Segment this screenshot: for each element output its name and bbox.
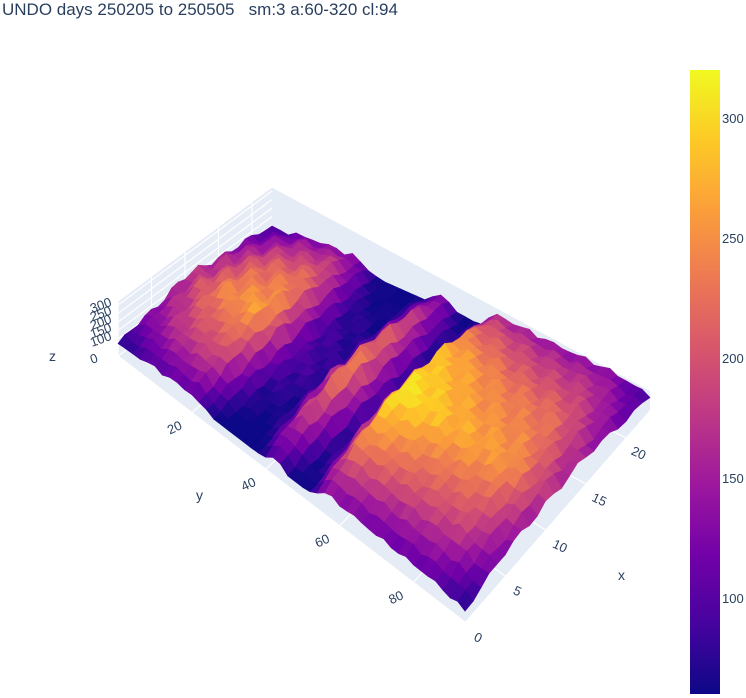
z-tick-label: 0: [88, 350, 100, 367]
surface-cell: [457, 589, 474, 612]
back-grid-z: [117, 207, 273, 323]
back-grid-z: [117, 190, 273, 306]
colorbar-tick-label: 100: [722, 591, 744, 606]
y-tick-label: 20: [165, 418, 184, 438]
colorbar-tick-label: 200: [722, 351, 744, 366]
z-tick-label: 250: [88, 303, 114, 325]
colorbar-tick-label: 250: [722, 231, 744, 246]
surface-mesh[interactable]: [117, 225, 651, 612]
y-tick-label: 60: [312, 531, 331, 551]
chart-title: UNDO days 250205 to 250505 sm:3 a:60-320…: [2, 0, 398, 19]
x-tick-label: 15: [590, 490, 609, 510]
x-axis-title: x: [618, 567, 625, 583]
x-tick-label: 5: [511, 583, 524, 600]
colorbar-tick-label: 150: [722, 471, 744, 486]
y-axis-title: y: [196, 487, 203, 503]
z-tick-label: 300: [88, 294, 114, 316]
x-tick-label: 20: [629, 443, 648, 463]
x-tick-label: 0: [472, 629, 485, 646]
y-tick-label: 80: [386, 587, 405, 607]
x-tick-label: 10: [550, 536, 569, 556]
z-axis-title: z: [49, 348, 56, 364]
back-grid-z: [117, 199, 273, 314]
z-tick-label: 100: [88, 328, 114, 350]
colorbar[interactable]: 100 150 200 250 300: [690, 70, 744, 694]
y-tick-label: 40: [239, 474, 258, 494]
floor-grid-x: [117, 355, 466, 623]
z-tick-label: 200: [88, 311, 114, 333]
colorbar-bar: [690, 70, 720, 694]
z-tick-label: 150: [88, 320, 114, 342]
colorbar-tick-label: 300: [722, 111, 744, 126]
